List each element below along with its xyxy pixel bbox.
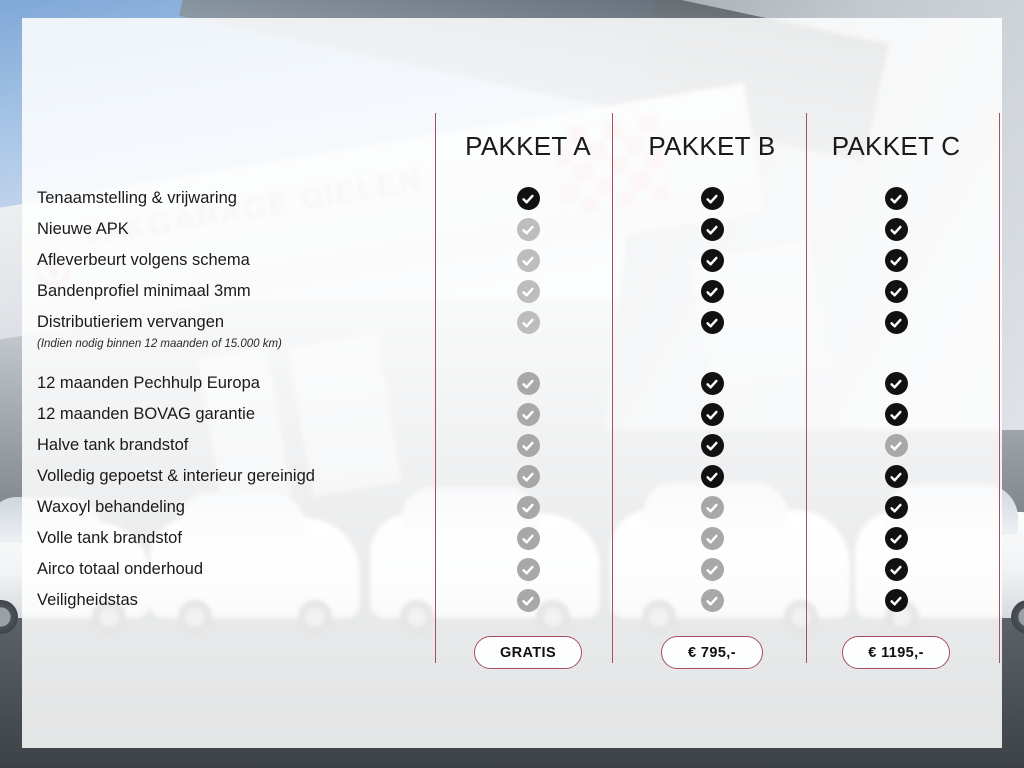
check-b-excluded: [700, 558, 724, 581]
check-b-included: [700, 434, 724, 457]
check-c-included: [884, 372, 908, 395]
check-a-excluded: [516, 527, 540, 550]
price-badge-a[interactable]: GRATIS: [474, 636, 582, 669]
price-badge-b[interactable]: € 795,-: [661, 636, 763, 669]
check-a-excluded: [516, 496, 540, 519]
feature-label: 12 maanden Pechhulp Europa: [37, 374, 260, 392]
check-c-included: [884, 280, 908, 303]
check-c-included: [884, 496, 908, 519]
feature-label: Airco totaal onderhoud: [37, 560, 204, 578]
feature-subnote: (Indien nodig binnen 12 maanden of 15.00…: [37, 338, 282, 350]
car-wheel: [0, 600, 18, 634]
feature-label: Veiligheidstas: [37, 591, 138, 609]
feature-label: Afleverbeurt volgens schema: [37, 251, 250, 269]
column-divider-3: [806, 113, 807, 663]
content-panel: PAKKET A PAKKET B PAKKET C Tenaamstelling &…: [22, 18, 1002, 748]
package-comparison-table: PAKKET A PAKKET B PAKKET C Tenaamstelling &…: [22, 18, 1002, 748]
check-b-included: [700, 372, 724, 395]
check-a-excluded: [516, 434, 540, 457]
check-b-included: [700, 280, 724, 303]
check-b-included: [700, 249, 724, 272]
feature-label: Bandenprofiel minimaal 3mm: [37, 282, 251, 300]
check-c-included: [884, 249, 908, 272]
check-a-excluded: [516, 372, 540, 395]
price-badge-c[interactable]: € 1195,-: [842, 636, 950, 669]
check-a-excluded: [516, 558, 540, 581]
check-b-excluded: [700, 496, 724, 519]
check-c-excluded: [884, 434, 908, 457]
check-a-excluded: [516, 403, 540, 426]
check-a-excluded: [516, 589, 540, 612]
check-b-included: [700, 465, 724, 488]
check-c-included: [884, 465, 908, 488]
check-a-excluded: [516, 311, 540, 334]
check-a-included: [516, 187, 540, 210]
check-b-included: [700, 403, 724, 426]
check-c-included: [884, 187, 908, 210]
feature-label: Halve tank brandstof: [37, 436, 189, 454]
check-b-excluded: [700, 589, 724, 612]
feature-label: Volle tank brandstof: [37, 529, 182, 547]
check-c-included: [884, 218, 908, 241]
check-b-included: [700, 311, 724, 334]
check-c-included: [884, 311, 908, 334]
feature-label: 12 maanden BOVAG garantie: [37, 405, 255, 423]
check-b-excluded: [700, 527, 724, 550]
column-divider-2: [612, 113, 613, 663]
check-c-included: [884, 558, 908, 581]
feature-label: Nieuwe APK: [37, 220, 129, 238]
feature-label: Volledig gepoetst & interieur gereinigd: [37, 467, 315, 485]
feature-label: Waxoyl behandeling: [37, 498, 185, 516]
check-c-included: [884, 589, 908, 612]
check-a-excluded: [516, 218, 540, 241]
check-c-included: [884, 527, 908, 550]
feature-label: Distributieriem vervangen: [37, 313, 225, 331]
check-b-included: [700, 218, 724, 241]
check-c-included: [884, 403, 908, 426]
check-b-included: [700, 187, 724, 210]
column-divider-4: [999, 113, 1000, 663]
car-wheel: [1011, 600, 1024, 634]
check-a-excluded: [516, 249, 540, 272]
check-a-excluded: [516, 465, 540, 488]
package-header-b: PAKKET B: [648, 131, 776, 161]
column-divider-1: [435, 113, 436, 663]
feature-label: Tenaamstelling & vrijwaring: [37, 189, 237, 207]
package-header-a: PAKKET A: [465, 131, 591, 161]
check-a-excluded: [516, 280, 540, 303]
package-header-c: PAKKET C: [831, 131, 961, 161]
